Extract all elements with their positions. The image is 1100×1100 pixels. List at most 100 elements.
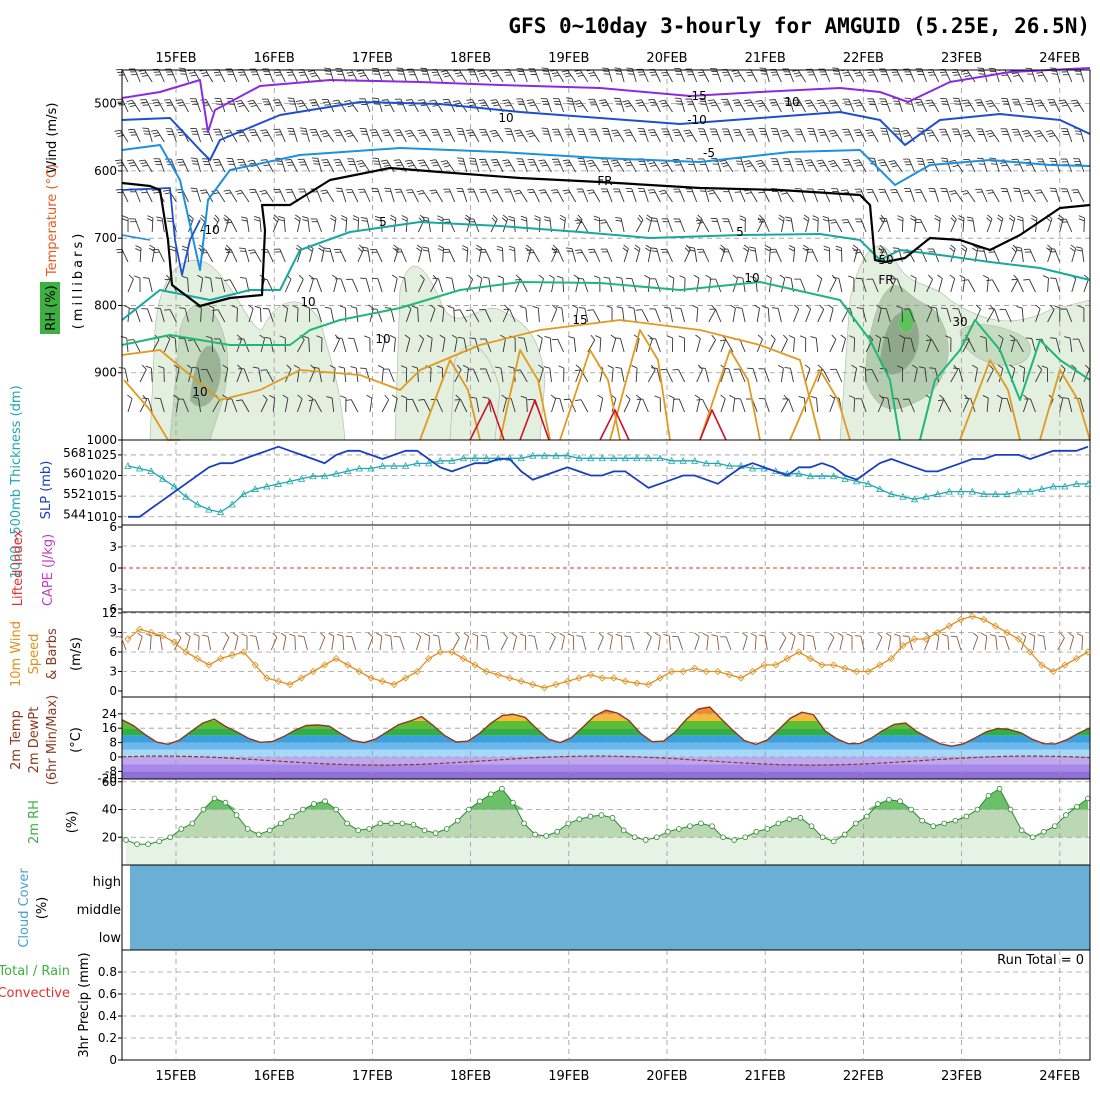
- upper-barb-flag: [135, 248, 141, 252]
- upper-barb: [377, 278, 383, 293]
- surface-barb-flag: [807, 634, 814, 637]
- upper-barb-flag: [300, 130, 307, 132]
- upper-barb: [877, 308, 882, 323]
- upper-barb-flag: [577, 104, 584, 108]
- upper-barb-flag: [323, 67, 330, 69]
- surface-barb-flag: [1020, 632, 1027, 638]
- upper-barb-flag: [881, 396, 888, 399]
- upper-barb-flag: [852, 244, 859, 249]
- contour-20-6: [789, 369, 851, 441]
- ylabel-2m-rh: 2m RH: [27, 800, 42, 844]
- upper-barb-flag: [853, 99, 860, 102]
- upper-barb: [764, 368, 770, 383]
- surface-barb-flag: [781, 632, 787, 638]
- thickness-marker: [748, 464, 757, 472]
- upper-barb-flag: [143, 277, 150, 279]
- contour-5: [121, 221, 1091, 321]
- upper-barb: [1039, 130, 1048, 143]
- upper-barb: [631, 68, 637, 83]
- upper-barb-flag: [145, 365, 152, 369]
- upper-barb-flag: [1037, 74, 1044, 77]
- upper-barb-flag: [651, 220, 658, 222]
- upper-barb-flag: [416, 244, 423, 249]
- tick-label-3: 3: [109, 665, 117, 679]
- upper-barb-flag: [746, 71, 753, 74]
- upper-barb: [195, 98, 202, 113]
- upper-barb: [567, 70, 577, 83]
- wind-marker: [1049, 667, 1057, 676]
- upper-barb: [656, 218, 661, 233]
- upper-barb-flag: [188, 214, 194, 220]
- upper-barb: [799, 128, 807, 143]
- upper-barb-flag: [1060, 364, 1066, 370]
- upper-barb: [1069, 338, 1073, 353]
- thickness-marker: [1084, 480, 1092, 487]
- surface-barb: [1020, 636, 1027, 651]
- upper-barb-flag: [720, 244, 726, 250]
- upper-barb: [828, 218, 831, 233]
- upper-barb-flag: [361, 246, 368, 249]
- upper-barb-flag: [615, 73, 622, 75]
- upper-barb: [1071, 248, 1077, 263]
- upper-barb-flag: [998, 334, 1004, 339]
- upper-barb-flag: [732, 99, 739, 102]
- upper-barb-flag: [307, 394, 313, 399]
- upper-barb-flag: [324, 70, 331, 72]
- upper-barb-flag: [548, 274, 555, 279]
- upper-barb-flag: [762, 305, 769, 309]
- upper-barb: [642, 69, 649, 83]
- upper-barb-flag: [1023, 278, 1030, 281]
- upper-barb: [768, 339, 776, 353]
- upper-barb-flag: [1062, 397, 1069, 399]
- upper-barb: [872, 278, 879, 293]
- surface-barb-flag: [663, 633, 670, 637]
- upper-barb: [1083, 368, 1090, 383]
- upper-barb: [549, 368, 552, 383]
- upper-barb: [526, 248, 532, 263]
- upper-barb: [741, 308, 746, 323]
- upper-barb: [994, 308, 1000, 323]
- upper-barb-flag: [929, 74, 936, 76]
- upper-barb: [350, 399, 359, 413]
- thickness-marker: [320, 472, 329, 480]
- upper-barb-flag: [892, 127, 899, 129]
- upper-barb: [160, 308, 165, 323]
- upper-barb-flag: [736, 276, 744, 279]
- upper-barb-flag: [879, 394, 884, 400]
- upper-barb-flag: [755, 159, 762, 163]
- upper-barb: [582, 278, 589, 293]
- upper-barb-flag: [634, 247, 640, 252]
- upper-barb: [604, 219, 613, 233]
- upper-barb-flag: [749, 276, 756, 279]
- wind-marker: [829, 661, 838, 669]
- upper-barb-flag: [173, 364, 180, 369]
- upper-barb: [777, 308, 782, 323]
- upper-barb: [592, 309, 601, 323]
- wind-marker: [436, 648, 444, 656]
- upper-barb: [696, 338, 701, 353]
- upper-barb: [768, 248, 771, 263]
- upper-barb: [575, 308, 579, 323]
- upper-barb-flag: [636, 101, 644, 104]
- upper-barb-flag: [890, 274, 896, 280]
- upper-barb: [448, 129, 456, 143]
- upper-barb-flag: [692, 305, 698, 309]
- upper-barb: [404, 278, 407, 293]
- upper-barb: [815, 338, 819, 353]
- upper-barb-flag: [418, 132, 426, 134]
- upper-barb-flag: [1019, 365, 1025, 369]
- thickness-marker: [933, 490, 942, 498]
- thickness-marker: [656, 454, 664, 462]
- upper-barb-flag: [395, 131, 402, 134]
- wind-marker: [355, 667, 363, 676]
- upper-barb: [812, 128, 819, 143]
- upper-barb-flag: [997, 364, 1004, 369]
- upper-barb: [361, 160, 371, 173]
- wind-marker: [760, 661, 768, 669]
- upper-barb-flag: [404, 159, 412, 162]
- upper-barb: [763, 218, 770, 233]
- upper-barb-flag: [251, 134, 258, 136]
- surface-barb-flag: [894, 633, 901, 637]
